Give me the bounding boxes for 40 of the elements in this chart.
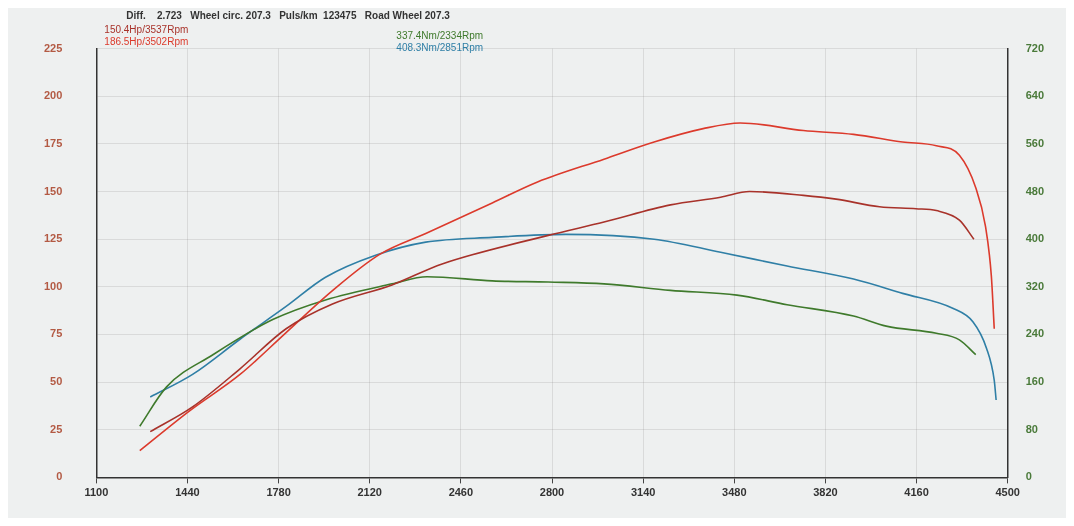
chart-title: Diff. 2.723 Wheel circ. 207.3 Puls/km 123475 Road Wheel 207.3 [126,10,450,21]
y-tick-label: 225 [43,41,63,54]
text: 408.3Nm/2851Rpm [396,42,484,54]
y-tick-label: 200 [43,89,63,102]
x-tick-label: 4160 [904,486,929,499]
line-series [138,122,996,452]
x-tick-label: 3140 [630,486,656,499]
y2-tick-label: 720 [1025,41,1045,54]
y2-tick-label: 480 [1025,184,1045,197]
y2-tick-label: 560 [1025,136,1045,149]
x-tick-label: 2800 [539,486,565,499]
x-tick-label: 4500 [995,486,1020,499]
x-tick-label: 2460 [448,486,474,499]
y2-tick-label: 160 [1025,375,1045,388]
text: 186.5Hp/3502Rpm [104,36,189,48]
y-tick-label: 125 [43,232,63,245]
line-series [149,233,997,401]
x-tick-label: 3480 [722,486,747,499]
y-tick-label: 75 [50,327,63,340]
line-series [149,190,975,433]
y2-tick-label: 640 [1025,89,1045,102]
x-tick-label: 1440 [175,486,200,499]
line-series [138,275,977,427]
y-tick-label: 175 [43,136,63,149]
y-tick-label: 50 [50,375,63,388]
x-tick-label: 1780 [266,486,291,499]
x-tick-label: 3820 [813,486,838,499]
x-tick-label: 2120 [357,486,382,499]
x-tick-label: 1100 [84,486,109,499]
text: 337.4Nm/2334Rpm [396,30,484,42]
y2-tick-label: 0 [1025,470,1032,483]
y-tick-label: 100 [43,279,63,292]
y-tick-label: 0 [56,470,63,483]
y-tick-label: 25 [50,422,63,435]
y2-tick-label: 400 [1025,232,1045,245]
y2-tick-label: 320 [1025,279,1045,292]
text: 150.4Hp/3537Rpm [104,24,189,36]
y2-tick-label: 80 [1025,422,1038,435]
y-tick-label: 150 [43,184,63,197]
y2-tick-label: 240 [1025,327,1045,340]
